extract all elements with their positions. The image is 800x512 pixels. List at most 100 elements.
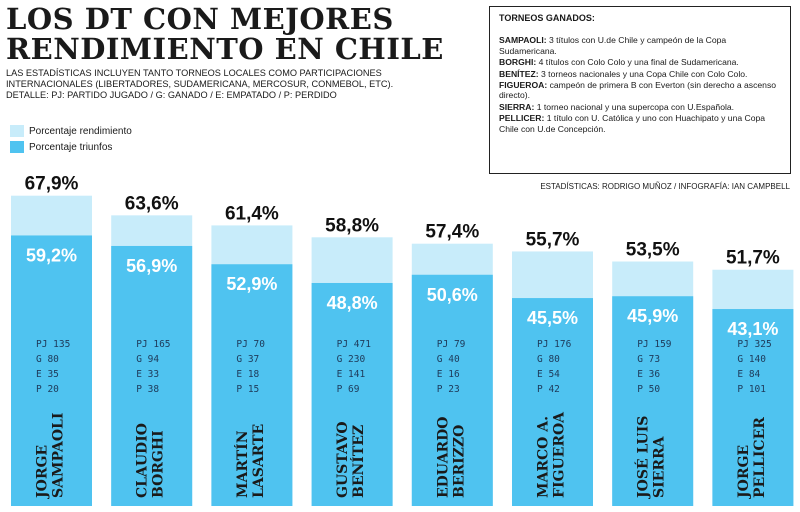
- torneo-text: 4 títulos con Colo Colo y una final de S…: [538, 57, 739, 68]
- stat-g: G 37: [236, 354, 259, 365]
- bar-name-line: MARCO A.: [536, 416, 552, 498]
- bar-group: 58,8% 48,8% PJ 471 G 230 E 141 P 69 GUSTAVO BEN…: [311, 215, 393, 506]
- data-label-rendimiento: 51,7%: [726, 248, 780, 269]
- stat-e: E 18: [236, 369, 259, 380]
- torneo-item-benitez: BENÍTEZ: 3 torneos nacionales y una Copa…: [499, 69, 781, 79]
- bar-name-label: JOSÉ LUIS SIERRA: [634, 416, 668, 500]
- bar-name-line: BERIZZO: [451, 425, 467, 498]
- torneos-title: TORNEOS GANADOS:: [499, 13, 595, 23]
- data-label-triunfos: 52,9%: [226, 274, 277, 294]
- stat-pj: PJ 70: [236, 339, 265, 350]
- torneo-name: SIERRA:: [499, 101, 535, 112]
- torneo-item-sierra: SIERRA: 1 torneo nacional y una supercop…: [499, 102, 781, 112]
- bar-name-label: JORGE PELLICER: [736, 417, 768, 500]
- data-label-rendimiento: 61,4%: [225, 203, 279, 224]
- bar-name-line: SIERRA: [652, 435, 668, 498]
- data-label-triunfos: 50,6%: [427, 285, 478, 305]
- stat-g: G 40: [437, 354, 460, 365]
- stat-e: E 35: [36, 369, 59, 380]
- data-label-triunfos: 56,9%: [126, 256, 177, 276]
- data-label-rendimiento: 67,9%: [25, 174, 79, 195]
- torneo-name: PELLICER:: [499, 113, 545, 124]
- legend-label-triunfos: Porcentaje triunfos: [29, 141, 113, 153]
- torneo-item-borghi: BORGHI: 4 títulos con Colo Colo y una fi…: [499, 57, 781, 67]
- bar-name-line: LASARTE: [251, 424, 267, 498]
- torneo-item-pellicer: PELLICER: 1 título con U. Católica y uno…: [499, 113, 781, 134]
- stat-p: P 15: [236, 384, 259, 395]
- stat-p: P 38: [136, 384, 159, 395]
- bar-triunfos: [411, 274, 493, 506]
- bar-group: 67,9% 59,2% PJ 135 G 80 E 35 P 20 JORGE SAMPAOL…: [11, 174, 92, 506]
- data-label-triunfos: 43,1%: [727, 319, 778, 339]
- bar-name-line: CLAUDIO: [135, 423, 151, 498]
- stat-pj: PJ 176: [537, 339, 572, 350]
- title-line-1: LOS DT CON MEJORES: [6, 2, 394, 36]
- stat-g: G 140: [737, 354, 766, 365]
- subtitle-line-3: DETALLE: PJ: PARTIDO JUGADO / G: GANADO …: [6, 90, 337, 100]
- stat-e: E 16: [437, 369, 460, 380]
- stat-p: P 50: [637, 384, 660, 395]
- data-label-triunfos: 48,8%: [327, 293, 378, 313]
- bar-group: 57,4% 50,6% PJ 79 G 40 E 16 P 23 EDUARDO BERIZZ…: [411, 222, 493, 506]
- subtitle-line-1: LAS ESTADÍSTICAS INCLUYEN TANTO TORNEOS …: [6, 68, 382, 78]
- stat-pj: PJ 471: [337, 339, 372, 350]
- legend-label-rendimiento: Porcentaje rendimiento: [29, 125, 132, 137]
- data-label-rendimiento: 63,6%: [125, 193, 179, 214]
- bar-name-label: GUSTAVO BENÍTEZ: [335, 421, 367, 498]
- stat-pj: PJ 135: [36, 339, 70, 350]
- torneo-item-sampaoli: SAMPAOLI: 3 títulos con U.de Chile y cam…: [499, 35, 781, 56]
- stat-p: P 20: [36, 384, 59, 395]
- data-label-rendimiento: 57,4%: [425, 222, 479, 243]
- torneo-name: BORGHI:: [499, 57, 537, 68]
- bar-triunfos: [111, 245, 193, 507]
- legend-swatch-triunfos: [10, 141, 24, 153]
- page-title: LOS DT CON MEJORES RENDIMIENTO EN CHILE: [6, 4, 476, 64]
- torneo-text: campeón de primera B con Everton (sin de…: [499, 80, 777, 101]
- stat-p: P 101: [737, 384, 766, 395]
- legend-swatch-rendimiento: [10, 125, 24, 137]
- bar-name-label: JORGE SAMPAOLI: [35, 413, 67, 500]
- stat-g: G 73: [637, 354, 660, 365]
- torneo-name: SAMPAOLI:: [499, 35, 547, 46]
- torneo-text: 3 títulos con U.de Chile y campeón de la…: [499, 35, 727, 56]
- bar-name-label: MARTÍN LASARTE: [233, 424, 267, 498]
- bar-group: 53,5% 45,9% PJ 159 G 73 E 36 P 50 JOSÉ LUIS SIE…: [612, 240, 694, 506]
- torneo-name: FIGUEROA:: [499, 80, 548, 91]
- bar-triunfos: [712, 309, 794, 506]
- torneo-text: 1 torneo nacional y una supercopa con U.…: [536, 101, 735, 112]
- data-label-triunfos: 45,5%: [527, 308, 578, 328]
- stat-pj: PJ 79: [437, 339, 466, 350]
- data-label-triunfos: 45,9%: [627, 306, 678, 326]
- stat-pj: PJ 325: [737, 339, 771, 350]
- stat-g: G 80: [537, 354, 560, 365]
- bar-name-line: EDUARDO: [435, 417, 451, 498]
- bar-group: 61,4% 52,9% PJ 70 G 37 E 18 P 15 MARTÍN LASARTE: [211, 203, 293, 507]
- legend-item-rendimiento: Porcentaje rendimiento: [10, 124, 132, 138]
- bar-name-line: SAMPAOLI: [51, 413, 67, 498]
- bar-name-line: BORGHI: [151, 430, 167, 498]
- subtitle-line-2: INTERNACIONALES (LIBERTADORES, SUDAMERIC…: [6, 79, 394, 89]
- stat-pj: PJ 159: [637, 339, 672, 350]
- bar-name-line: JORGE: [736, 445, 752, 500]
- torneo-item-figueroa: FIGUEROA: campeón de primera B con Evert…: [499, 80, 781, 101]
- bar-triunfos: [512, 298, 593, 506]
- data-label-triunfos: 59,2%: [26, 245, 77, 265]
- torneo-text: 1 título con U. Católica y uno con Huach…: [499, 113, 766, 134]
- stat-e: E 54: [537, 369, 560, 380]
- data-label-rendimiento: 58,8%: [325, 215, 379, 236]
- torneo-name: BENÍTEZ:: [499, 68, 539, 79]
- bar-name-line: FIGUEROA: [552, 411, 568, 498]
- bar-triunfos: [11, 235, 92, 506]
- stat-p: P 42: [537, 384, 560, 395]
- stat-e: E 84: [737, 369, 760, 380]
- stat-pj: PJ 165: [136, 339, 170, 350]
- bar-name-line: JOSÉ LUIS: [634, 416, 652, 500]
- torneo-text: 3 torneos nacionales y una Copa Chile co…: [541, 68, 748, 79]
- bar-group: 55,7% 45,5% PJ 176 G 80 E 54 P 42 MARCO A. FIGU…: [512, 229, 593, 506]
- stat-p: P 23: [437, 384, 460, 395]
- bar-name-label: EDUARDO BERIZZO: [435, 417, 467, 498]
- data-label-rendimiento: 55,7%: [526, 229, 580, 250]
- bar-group: 63,6% 56,9% PJ 165 G 94 E 33 P 38 CLAUDIO BORGH…: [111, 193, 193, 507]
- torneos-ganados-box: TORNEOS GANADOS: SAMPAOLI: 3 títulos con…: [489, 6, 791, 174]
